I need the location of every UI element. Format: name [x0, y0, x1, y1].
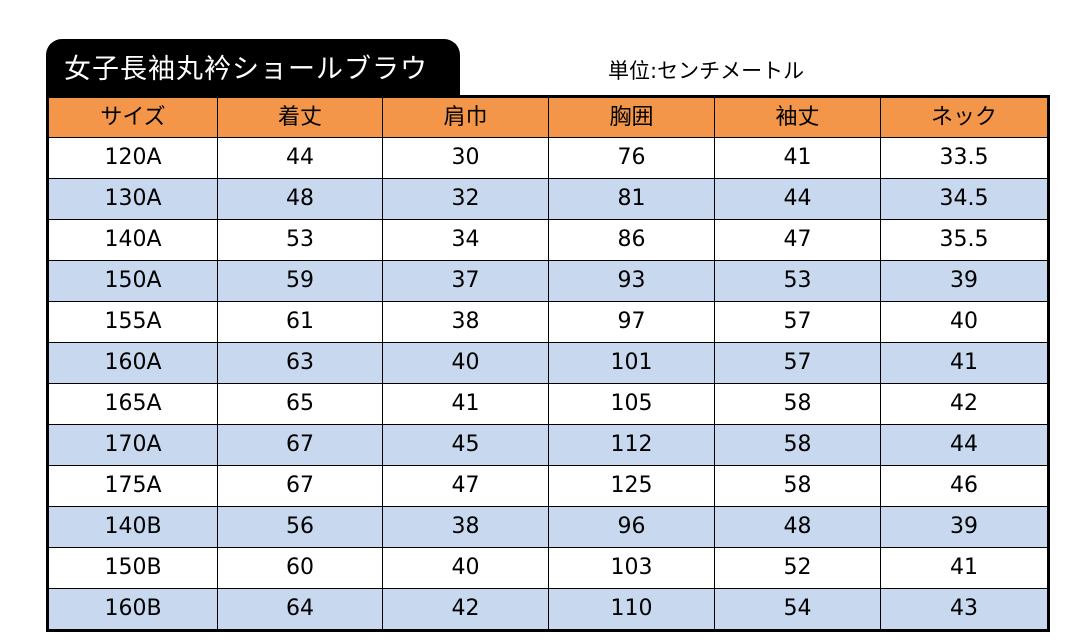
table-body: 120A 44 30 76 41 33.5 130A 48 32 81 44 34.5 140A 53 34…	[47, 137, 1049, 631]
column-header: 着丈	[217, 96, 383, 138]
measurement-cell: 44	[217, 137, 383, 179]
measurement-cell: 103	[548, 547, 715, 589]
measurement-cell: 96	[548, 506, 715, 548]
measurement-cell: 53	[714, 260, 881, 302]
size-cell: 140A	[47, 219, 218, 261]
measurement-cell: 110	[548, 588, 715, 631]
title-tab	[46, 39, 460, 97]
table-row: 150A 59 37 93 53 39	[47, 260, 1049, 302]
measurement-cell: 48	[217, 178, 383, 220]
measurement-cell: 93	[548, 260, 715, 302]
measurement-cell: 41	[382, 383, 549, 425]
header-row: サイズ 着丈 肩巾 胸囲 袖丈 ネック	[47, 96, 1049, 138]
page-title: 女子長袖丸衿ショールブラウ	[64, 54, 428, 85]
column-header: 肩巾	[382, 96, 549, 138]
measurement-cell: 38	[382, 506, 549, 548]
measurement-cell: 34	[382, 219, 549, 261]
measurement-cell: 125	[548, 465, 715, 507]
measurement-cell: 40	[382, 547, 549, 589]
unit-label: 単位:センチメートル	[608, 59, 805, 83]
measurement-cell: 39	[880, 260, 1049, 302]
measurement-cell: 38	[382, 301, 549, 343]
size-cell: 175A	[47, 465, 218, 507]
measurement-cell: 40	[382, 342, 549, 384]
measurement-cell: 112	[548, 424, 715, 466]
measurement-cell: 44	[714, 178, 881, 220]
measurement-cell: 61	[217, 301, 383, 343]
measurement-cell: 101	[548, 342, 715, 384]
measurement-cell: 34.5	[880, 178, 1049, 220]
measurement-cell: 58	[714, 383, 881, 425]
measurement-cell: 43	[880, 588, 1049, 631]
measurement-cell: 35.5	[880, 219, 1049, 261]
measurement-cell: 56	[217, 506, 383, 548]
measurement-cell: 60	[217, 547, 383, 589]
measurement-cell: 37	[382, 260, 549, 302]
measurement-cell: 63	[217, 342, 383, 384]
measurement-cell: 48	[714, 506, 881, 548]
size-cell: 155A	[47, 301, 218, 343]
size-table: サイズ 着丈 肩巾 胸囲 袖丈 ネック 120A 44 30 76 41 33.5 130A 48 32 8…	[46, 95, 1050, 632]
measurement-cell: 81	[548, 178, 715, 220]
table-row: 160A 63 40 101 57 41	[47, 342, 1049, 384]
measurement-cell: 57	[714, 301, 881, 343]
measurement-cell: 47	[714, 219, 881, 261]
measurement-cell: 53	[217, 219, 383, 261]
measurement-cell: 42	[880, 383, 1049, 425]
measurement-cell: 97	[548, 301, 715, 343]
measurement-cell: 59	[217, 260, 383, 302]
size-cell: 160A	[47, 342, 218, 384]
column-header: 袖丈	[714, 96, 881, 138]
measurement-cell: 86	[548, 219, 715, 261]
size-cell: 140B	[47, 506, 218, 548]
measurement-cell: 33.5	[880, 137, 1049, 179]
measurement-cell: 41	[880, 342, 1049, 384]
table-row: 165A 65 41 105 58 42	[47, 383, 1049, 425]
measurement-cell: 58	[714, 465, 881, 507]
table-row: 155A 61 38 97 57 40	[47, 301, 1049, 343]
measurement-cell: 45	[382, 424, 549, 466]
table-row: 160B 64 42 110 54 43	[47, 588, 1049, 631]
size-cell: 130A	[47, 178, 218, 220]
column-header: ネック	[880, 96, 1049, 138]
measurement-cell: 47	[382, 465, 549, 507]
table-row: 120A 44 30 76 41 33.5	[47, 137, 1049, 179]
measurement-cell: 41	[880, 547, 1049, 589]
table-row: 130A 48 32 81 44 34.5	[47, 178, 1049, 220]
measurement-cell: 58	[714, 424, 881, 466]
table-row: 170A 67 45 112 58 44	[47, 424, 1049, 466]
measurement-cell: 46	[880, 465, 1049, 507]
size-cell: 150B	[47, 547, 218, 589]
measurement-cell: 67	[217, 465, 383, 507]
table-row: 150B 60 40 103 52 41	[47, 547, 1049, 589]
size-cell: 170A	[47, 424, 218, 466]
measurement-cell: 41	[714, 137, 881, 179]
measurement-cell: 39	[880, 506, 1049, 548]
size-cell: 120A	[47, 137, 218, 179]
size-cell: 160B	[47, 588, 218, 631]
measurement-cell: 40	[880, 301, 1049, 343]
measurement-cell: 67	[217, 424, 383, 466]
size-cell: 165A	[47, 383, 218, 425]
measurement-cell: 52	[714, 547, 881, 589]
table-row: 140B 56 38 96 48 39	[47, 506, 1049, 548]
measurement-cell: 54	[714, 588, 881, 631]
column-header: 胸囲	[548, 96, 715, 138]
measurement-cell: 105	[548, 383, 715, 425]
measurement-cell: 44	[880, 424, 1049, 466]
column-header: サイズ	[47, 96, 218, 138]
table-row: 140A 53 34 86 47 35.5	[47, 219, 1049, 261]
size-cell: 150A	[47, 260, 218, 302]
measurement-cell: 32	[382, 178, 549, 220]
table-row: 175A 67 47 125 58 46	[47, 465, 1049, 507]
measurement-cell: 76	[548, 137, 715, 179]
measurement-cell: 57	[714, 342, 881, 384]
measurement-cell: 65	[217, 383, 383, 425]
measurement-cell: 64	[217, 588, 383, 631]
measurement-cell: 42	[382, 588, 549, 631]
measurement-cell: 30	[382, 137, 549, 179]
